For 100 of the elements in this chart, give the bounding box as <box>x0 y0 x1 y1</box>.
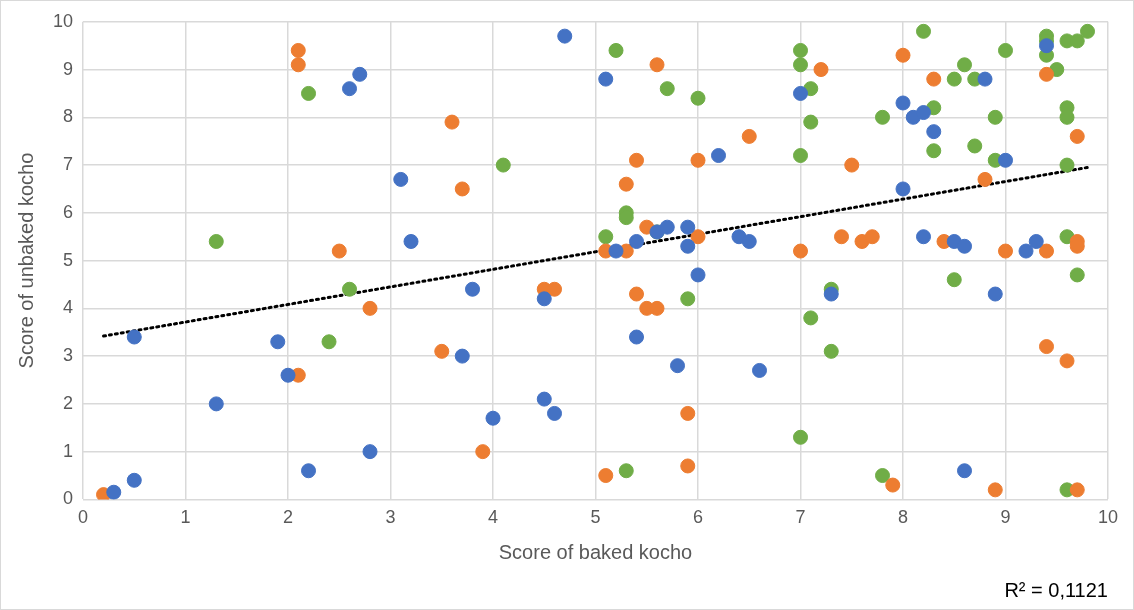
point <box>454 348 470 364</box>
point <box>434 343 450 359</box>
point <box>280 367 296 383</box>
y-tick-label: 4 <box>63 297 74 318</box>
point <box>690 267 706 283</box>
point <box>875 109 891 125</box>
point <box>649 57 665 73</box>
point <box>208 234 224 249</box>
point <box>547 281 563 297</box>
point <box>352 66 368 82</box>
y-tick-label: 6 <box>63 201 74 222</box>
point <box>967 138 983 154</box>
point <box>957 463 972 479</box>
x-tick-label: 6 <box>693 507 704 528</box>
point <box>803 114 819 130</box>
x-tick-label: 7 <box>795 507 806 528</box>
point <box>536 291 552 307</box>
point <box>680 219 696 235</box>
point <box>485 410 501 426</box>
point <box>1080 23 1095 39</box>
point <box>895 47 911 63</box>
x-tick-label: 5 <box>590 507 601 528</box>
point <box>916 105 931 121</box>
point <box>618 176 634 192</box>
point <box>290 42 306 58</box>
point <box>793 42 809 58</box>
point <box>793 243 809 259</box>
point <box>659 219 675 235</box>
point <box>987 482 1003 498</box>
point <box>987 286 1003 302</box>
y-tick-label: 7 <box>63 154 74 175</box>
point <box>106 484 122 500</box>
point <box>793 429 809 445</box>
point <box>916 229 931 245</box>
point <box>690 152 706 168</box>
point <box>1039 339 1054 355</box>
point <box>629 152 645 168</box>
point <box>690 229 706 245</box>
point <box>741 234 757 249</box>
point <box>290 57 306 73</box>
point <box>393 171 409 187</box>
point <box>946 272 962 288</box>
point <box>618 463 634 479</box>
y-tick-label: 10 <box>52 10 74 31</box>
point <box>926 124 942 140</box>
point <box>690 90 706 106</box>
point <box>793 57 809 73</box>
point <box>680 458 696 474</box>
point <box>813 62 829 78</box>
point <box>998 243 1013 259</box>
y-axis-title: Score of unbaked kocho <box>14 152 37 369</box>
point <box>362 444 378 460</box>
point <box>629 286 645 302</box>
point <box>680 238 696 254</box>
point <box>823 286 839 302</box>
point <box>864 229 880 245</box>
point <box>362 300 378 316</box>
point <box>926 71 942 87</box>
x-tick-label: 8 <box>898 507 909 528</box>
point <box>711 148 727 164</box>
point <box>342 281 358 297</box>
x-axis-title: Score of baked kocho <box>498 540 693 563</box>
point <box>629 329 645 345</box>
point <box>680 291 696 307</box>
y-tick-label: 2 <box>63 392 74 413</box>
point <box>793 85 809 101</box>
point <box>793 148 809 164</box>
point <box>1039 66 1054 82</box>
point <box>916 23 931 39</box>
point <box>608 243 624 259</box>
point <box>957 238 972 254</box>
y-tick-label: 0 <box>63 488 74 509</box>
point <box>741 128 757 144</box>
x-tick-label: 0 <box>78 507 89 528</box>
point <box>536 391 552 407</box>
x-tick-label: 1 <box>180 507 191 528</box>
point <box>977 71 993 87</box>
point <box>987 109 1003 125</box>
point <box>895 95 911 111</box>
point <box>1028 234 1044 249</box>
point <box>659 81 675 97</box>
point <box>1059 353 1075 369</box>
text: R² = 0,1121 <box>1004 578 1108 601</box>
point <box>598 229 614 245</box>
point <box>557 28 573 44</box>
point <box>301 463 317 479</box>
point <box>475 444 491 460</box>
point <box>1059 157 1075 173</box>
y-tick-label: 3 <box>63 345 74 366</box>
x-tick-label: 4 <box>488 507 499 528</box>
point <box>823 343 839 359</box>
point <box>1069 128 1085 144</box>
point <box>608 42 624 58</box>
point <box>844 157 860 173</box>
point <box>465 281 481 297</box>
point <box>803 310 819 326</box>
point <box>885 477 901 493</box>
point <box>270 334 286 350</box>
x-tick-label: 9 <box>1000 507 1011 528</box>
point <box>1039 243 1054 259</box>
